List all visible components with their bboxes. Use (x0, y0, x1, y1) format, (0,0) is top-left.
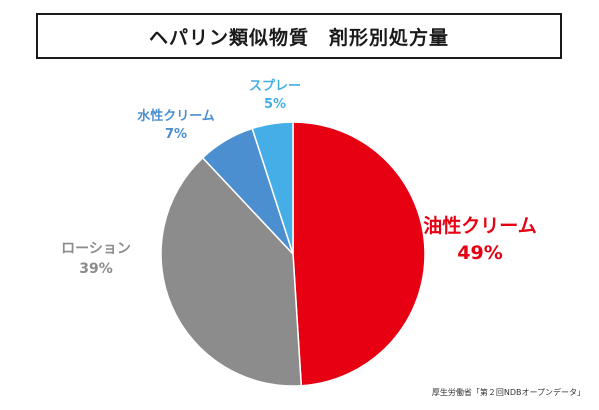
slice-label-4: スプレー (249, 79, 301, 94)
slice-label-2: ローション (61, 241, 131, 257)
slice-value-label-2: 39% (79, 261, 113, 277)
pie-slice-2 (160, 156, 303, 387)
chart-title-box: ヘパリン類似物質 剤形別処方量 (36, 13, 562, 59)
chart-title: ヘパリン類似物質 剤形別処方量 (148, 26, 449, 49)
slice-value-label-1: 49% (457, 242, 502, 264)
slice-value-label-4: 5% (264, 97, 286, 112)
slice-value-label-3: 7% (165, 127, 187, 142)
slice-label-3: 水性クリーム (137, 108, 215, 124)
pie-slice-1 (292, 121, 426, 387)
pie-slices (160, 121, 426, 387)
source-note: 厚生労働省「第２回NDBオープンデータ」 (431, 388, 585, 397)
pie-labels: 油性クリーム 49% ローション 39% 水性クリーム 7% スプレー 5% (61, 79, 537, 277)
slice-label-1: 油性クリーム (423, 214, 536, 237)
pie-slice-4 (251, 121, 294, 255)
